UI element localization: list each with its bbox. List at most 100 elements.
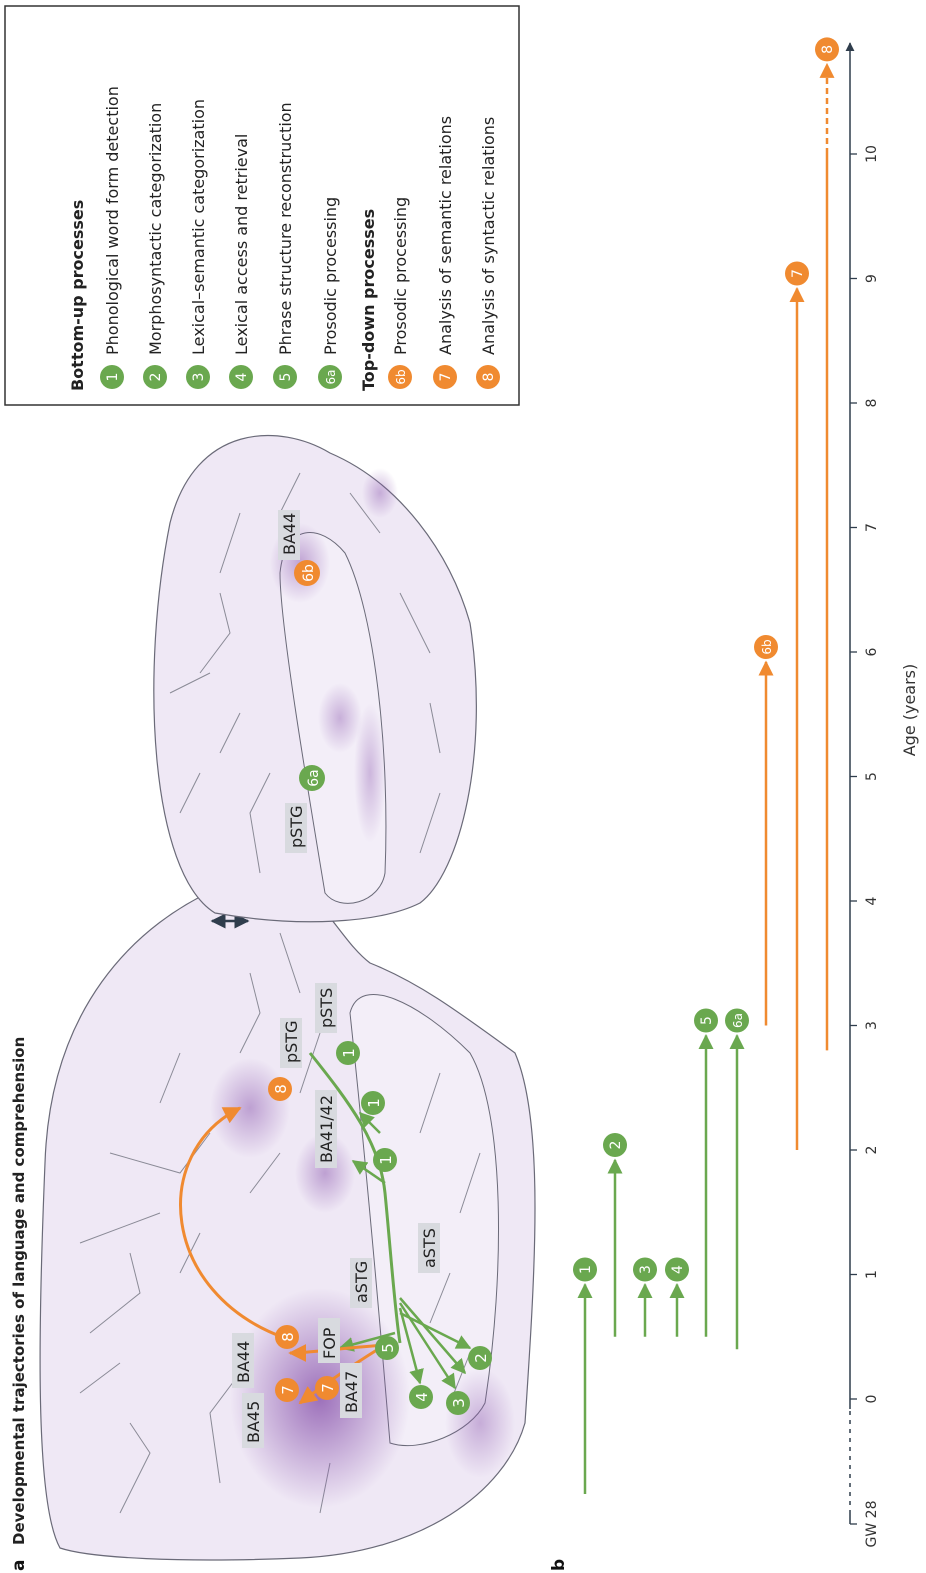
- green-arrow-g: [338, 1331, 396, 1352]
- ba4142-activation: [295, 1133, 355, 1213]
- legend-marker-3: [186, 365, 210, 389]
- bar-marker-8: [815, 37, 839, 62]
- label-bg-ba44: [232, 1333, 254, 1388]
- right-brain: pSTG 6a 6b BA44: [153, 434, 477, 923]
- label-bg-pstg: [280, 1018, 302, 1068]
- x-tick-label-7: 6: [864, 647, 880, 656]
- x-tick-label-2: 1: [864, 1270, 880, 1279]
- pstg-activation: [210, 1058, 290, 1158]
- timeline: 1 2 3 4 5 6a 6b 7 8 GW 28 0 1 2 3 4 5 6 7 8 9 10 Age (years…: [573, 37, 919, 1547]
- legend-box: [4, 5, 520, 406]
- marker-4: [409, 1385, 433, 1409]
- right-marker-6a: [299, 765, 325, 791]
- right-marker-6b: [294, 560, 320, 586]
- x-tick-label-4: 3: [864, 1021, 880, 1030]
- bar-marker-2: [603, 1133, 627, 1157]
- bar-marker-1: [573, 1257, 597, 1282]
- region-label-asts: aSTS: [420, 1228, 439, 1268]
- legend-top-down-title: Top-down processes: [359, 209, 378, 391]
- marker-8-b: [268, 1077, 292, 1101]
- green-pathway: [308, 1052, 402, 1344]
- panel-a-label: a: [9, 1560, 29, 1571]
- legend-bottom-up-title: Bottom-up processes: [68, 200, 87, 391]
- region-label-pstg: pSTG: [282, 1021, 301, 1063]
- label-bg-ba4142: [315, 1090, 337, 1168]
- bar-marker-3: [633, 1257, 657, 1282]
- legend-marker-text-6a: 6a: [324, 370, 338, 385]
- broca-activation: [230, 1288, 410, 1508]
- bar-marker-text-2: 2: [608, 1141, 624, 1150]
- marker-7-a: [275, 1378, 299, 1402]
- legend-label-top-down-0: Prosodic processing: [391, 197, 410, 355]
- region-label-ba44: BA44: [234, 1341, 253, 1383]
- label-bg-psts: [315, 983, 337, 1033]
- right-marker-6a-text: 6a: [306, 769, 322, 787]
- label-bg-fop: [318, 1318, 340, 1363]
- x-tick-label-9: 8: [864, 399, 880, 408]
- bar-marker-6b: [754, 635, 778, 659]
- marker-3-text: 3: [450, 1398, 468, 1408]
- left-brain: BA45 BA44 BA47 FOP aSTG aSTS BA41/42 pST…: [39, 875, 536, 1561]
- marker-7-b: [315, 1376, 339, 1400]
- bar-marker-6a: [725, 1008, 749, 1033]
- right-sts-activation: [354, 703, 386, 843]
- legend-marker-5: [273, 365, 297, 389]
- legend-label-top-down-2: Analysis of syntactic relations: [479, 117, 498, 355]
- x-tick-label-8: 7: [864, 523, 880, 532]
- label-bg-astg: [350, 1258, 372, 1308]
- label-bg-asts: [418, 1223, 440, 1273]
- x-tick-label-1: 0: [864, 1395, 880, 1404]
- right-region-label-pstg: pSTG: [287, 806, 306, 848]
- x-tick-label-10: 9: [864, 274, 880, 283]
- right-region-label-ba44: BA44: [280, 513, 299, 555]
- legend-marker-7: [433, 365, 457, 389]
- bar-marker-5: [694, 1008, 718, 1033]
- green-arrow-f: [399, 1297, 466, 1375]
- figure-title: Developmental trajectories of language a…: [10, 1037, 28, 1545]
- legend-label-bottom-up-5: Prosodic processing: [321, 197, 340, 355]
- right-stg-activation: [318, 683, 362, 753]
- region-label-ba47: BA47: [342, 1371, 361, 1413]
- legend-marker-4: [229, 365, 253, 389]
- left-markers: 7 7 8 8 5 4 3 2 1: [268, 1041, 492, 1415]
- marker-4-text: 4: [413, 1392, 431, 1402]
- marker-5-text: 5: [379, 1343, 397, 1353]
- marker-1-c: [336, 1041, 360, 1065]
- green-arrow-e: [398, 1302, 457, 1390]
- x-tick-label-0: GW 28: [864, 1501, 880, 1548]
- legend-label-bottom-up-4: Phrase structure reconstruction: [276, 102, 295, 355]
- orange-arc-long: [179, 1106, 286, 1340]
- region-label-psts: pSTS: [317, 988, 336, 1028]
- right-brain-sulci: [169, 472, 441, 874]
- marker-8-b-text: 8: [272, 1084, 290, 1094]
- x-tick-label-5: 4: [864, 896, 880, 905]
- legend-marker-text-8: 8: [481, 373, 497, 382]
- legend-label-bottom-up-1: Morphosyntactic categorization: [146, 103, 165, 355]
- bar-marker-text-5: 5: [699, 1016, 715, 1025]
- label-bg-right-ba44: [278, 510, 300, 560]
- region-label-astg: aSTG: [352, 1261, 371, 1303]
- marker-2: [468, 1346, 492, 1370]
- label-bg-right-pstg: [285, 803, 307, 853]
- marker-2-text: 2: [472, 1353, 490, 1363]
- legend-marker-text-3: 3: [191, 373, 207, 382]
- legend-marker-text-2: 2: [148, 373, 164, 382]
- bar-marker-7: [785, 261, 809, 286]
- right-marker-6b-text: 6b: [301, 564, 317, 582]
- bar-marker-text-4: 4: [670, 1265, 686, 1274]
- green-arrow-b: [358, 1111, 381, 1134]
- x-axis-label: Age (years): [900, 664, 919, 757]
- legend-label-bottom-up-2: Lexical–semantic categorization: [189, 99, 208, 355]
- legend: Bottom-up processes Top-down processes 1…: [4, 5, 520, 406]
- marker-7-a-text: 7: [279, 1385, 297, 1395]
- region-label-fop: FOP: [320, 1327, 339, 1359]
- bar-marker-text-6a: 6a: [731, 1013, 745, 1028]
- bar-marker-text-3: 3: [638, 1265, 654, 1274]
- marker-1-b: [361, 1091, 385, 1115]
- right-pole-activation: [362, 468, 398, 518]
- marker-1-a-text: 1: [377, 1155, 395, 1165]
- x-tick-label-6: 5: [864, 772, 880, 781]
